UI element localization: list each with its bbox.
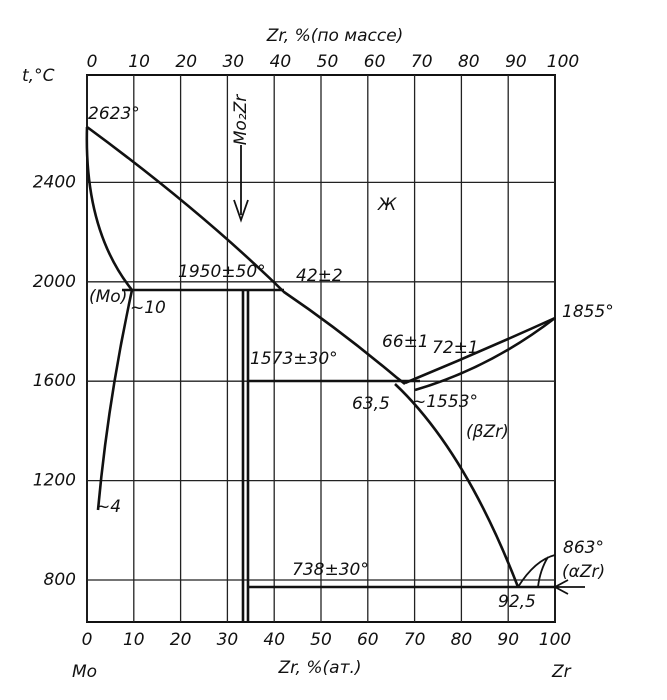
grid	[86, 75, 556, 622]
phase-boundaries	[85, 125, 585, 622]
bottom-axis-label: Zr, %(ат.)	[277, 658, 361, 678]
y-tick-label: 1200	[33, 471, 76, 491]
annotation: 63,5	[352, 394, 390, 414]
bottom-tick-label: 10	[123, 630, 145, 650]
compound-arrow	[233, 145, 249, 223]
compound-lines	[241, 290, 250, 622]
annotation: Mo₂Zr	[231, 94, 251, 146]
annotation: Ж	[377, 195, 397, 215]
alpha-zr-boundary	[517, 554, 556, 588]
y-tick-label: 2000	[33, 272, 76, 292]
y-tick-label: 1600	[33, 371, 76, 391]
top-tick-label: 100	[547, 52, 579, 72]
top-tick-label: 80	[458, 52, 480, 72]
bottom-tick-label: 20	[170, 630, 192, 650]
annotation: 738±30°	[292, 560, 369, 580]
annotation: 1950±50°	[178, 262, 266, 282]
top-tick-label: 20	[175, 52, 197, 72]
top-tick-label: 40	[270, 52, 292, 72]
bottom-tick-label: 70	[404, 630, 426, 650]
top-tick-label: 70	[411, 52, 433, 72]
element-right: Zr	[551, 662, 572, 682]
annotation: 863°	[563, 538, 604, 558]
top-tick-label: 30	[222, 52, 244, 72]
annotation: ~4	[96, 497, 121, 517]
annotation: 1855°	[562, 302, 614, 322]
bottom-tick-label: 0	[82, 630, 93, 650]
bottom-tick-label: 50	[310, 630, 332, 650]
top-tick-label: 60	[364, 52, 386, 72]
liquidus-right	[404, 316, 556, 385]
annotation: 2623°	[88, 104, 140, 124]
top-tick-label: 10	[128, 52, 150, 72]
bottom-tick-label: 60	[357, 630, 379, 650]
annotation: (βZr)	[466, 422, 509, 442]
top-tick-label: 0	[87, 52, 98, 72]
annotation: 72±1	[432, 338, 479, 358]
top-tick-label: 90	[505, 52, 527, 72]
annotation: 1573±30°	[250, 349, 338, 369]
bottom-tick-label: 100	[539, 630, 571, 650]
solvus-beta	[394, 383, 520, 588]
alpha-arrow	[553, 579, 585, 595]
annotation: ~1553°	[412, 392, 478, 412]
annotation: ~10	[130, 298, 166, 318]
y-tick-label: 800	[44, 570, 76, 590]
y-tick-label: 2400	[33, 172, 76, 192]
top-axis-label: Zr, %(по массе)	[266, 26, 404, 46]
y-axis-label: t,°C	[22, 66, 55, 86]
annotation: (Mo)	[89, 287, 127, 307]
annotation: 42±2	[296, 266, 343, 286]
annotation: 92,5	[498, 592, 536, 612]
bottom-tick-label: 30	[217, 630, 239, 650]
solvus-mo	[96, 289, 134, 511]
element-left: Mo	[72, 662, 97, 682]
bottom-tick-label: 90	[497, 630, 519, 650]
annotation: (αZr)	[562, 562, 605, 582]
annotation: 66±1	[382, 332, 429, 352]
top-tick-label: 50	[317, 52, 339, 72]
bottom-tick-label: 40	[263, 630, 285, 650]
solidus-beta	[414, 316, 556, 392]
liquidus-left	[86, 125, 406, 386]
bottom-tick-label: 80	[451, 630, 473, 650]
solidus-mo	[85, 126, 134, 291]
